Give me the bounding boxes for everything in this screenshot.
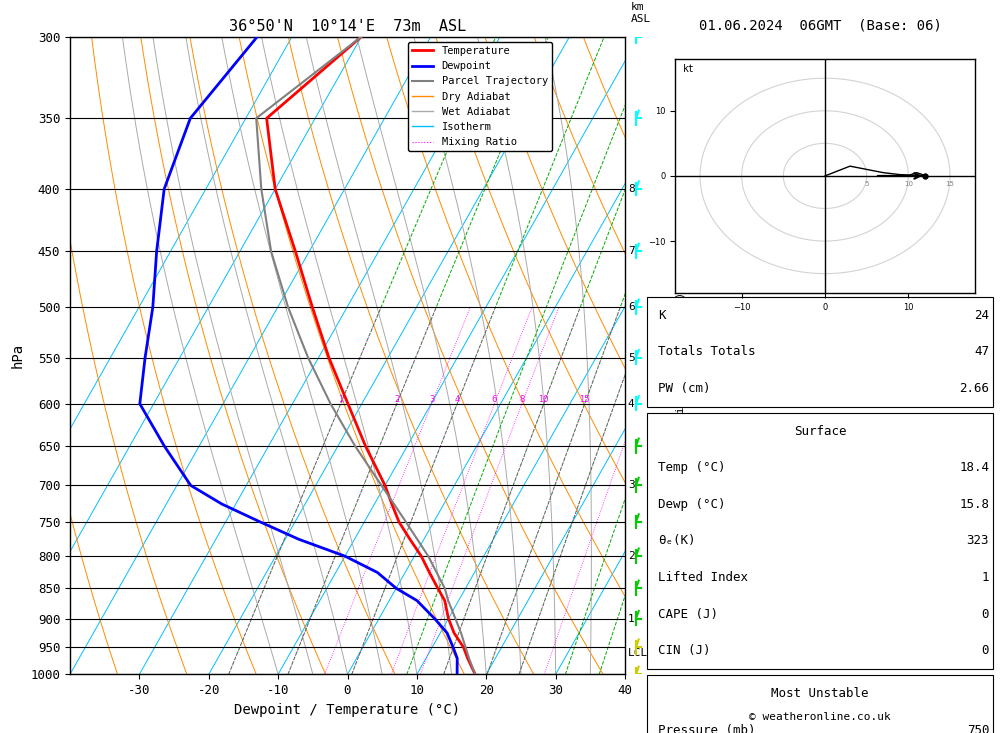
Text: 1: 1: [628, 614, 635, 624]
Text: 10: 10: [538, 395, 549, 404]
Text: 4: 4: [454, 395, 460, 404]
Text: 1: 1: [982, 571, 989, 584]
Text: LCL: LCL: [628, 648, 648, 658]
Text: kt: kt: [683, 64, 695, 74]
Text: 18.4: 18.4: [959, 461, 989, 474]
Text: km
ASL: km ASL: [631, 2, 651, 24]
Text: © weatheronline.co.uk: © weatheronline.co.uk: [749, 712, 891, 722]
Text: Mixing Ratio (g/kg): Mixing Ratio (g/kg): [676, 292, 686, 419]
Text: K: K: [658, 309, 666, 322]
Y-axis label: hPa: hPa: [11, 343, 25, 368]
Text: 15.8: 15.8: [959, 498, 989, 511]
Text: 0: 0: [982, 608, 989, 621]
Bar: [647, 297, 993, 407]
Text: 1: 1: [338, 395, 343, 404]
Text: 2.66: 2.66: [959, 382, 989, 395]
Text: θₑ(K): θₑ(K): [658, 534, 696, 548]
Text: Dewp (°C): Dewp (°C): [658, 498, 726, 511]
Bar: [647, 413, 993, 669]
Text: 2: 2: [394, 395, 399, 404]
Text: Temp (°C): Temp (°C): [658, 461, 726, 474]
Text: 7: 7: [628, 246, 635, 257]
Text: 15: 15: [946, 181, 954, 187]
Text: 4: 4: [628, 399, 635, 409]
Text: Lifted Index: Lifted Index: [658, 571, 748, 584]
Text: 15: 15: [579, 395, 590, 404]
Text: 01.06.2024  06GMT  (Base: 06): 01.06.2024 06GMT (Base: 06): [699, 18, 941, 32]
Text: 24: 24: [974, 309, 989, 322]
Text: CIN (J): CIN (J): [658, 644, 710, 658]
Text: 3: 3: [628, 480, 635, 490]
Title: 36°50'N  10°14'E  73m  ASL: 36°50'N 10°14'E 73m ASL: [229, 19, 466, 34]
Text: 2: 2: [628, 551, 635, 561]
Text: 5: 5: [628, 353, 635, 363]
Text: 8: 8: [519, 395, 525, 404]
Text: 3: 3: [429, 395, 434, 404]
Text: 8: 8: [628, 184, 635, 194]
Text: 6: 6: [492, 395, 497, 404]
Text: 10: 10: [904, 181, 913, 187]
Text: 6: 6: [628, 302, 635, 312]
Text: Most Unstable: Most Unstable: [771, 687, 869, 700]
Text: PW (cm): PW (cm): [658, 382, 710, 395]
X-axis label: Dewpoint / Temperature (°C): Dewpoint / Temperature (°C): [234, 703, 461, 717]
Bar: [647, 675, 993, 733]
Text: Surface: Surface: [794, 424, 846, 438]
Text: Pressure (mb): Pressure (mb): [658, 723, 756, 733]
Text: 750: 750: [967, 723, 989, 733]
Text: 5: 5: [864, 181, 869, 187]
Text: CAPE (J): CAPE (J): [658, 608, 718, 621]
Text: 0: 0: [982, 644, 989, 658]
Text: Totals Totals: Totals Totals: [658, 345, 756, 358]
Legend: Temperature, Dewpoint, Parcel Trajectory, Dry Adiabat, Wet Adiabat, Isotherm, Mi: Temperature, Dewpoint, Parcel Trajectory…: [408, 42, 552, 152]
Text: 47: 47: [974, 345, 989, 358]
Text: 323: 323: [967, 534, 989, 548]
